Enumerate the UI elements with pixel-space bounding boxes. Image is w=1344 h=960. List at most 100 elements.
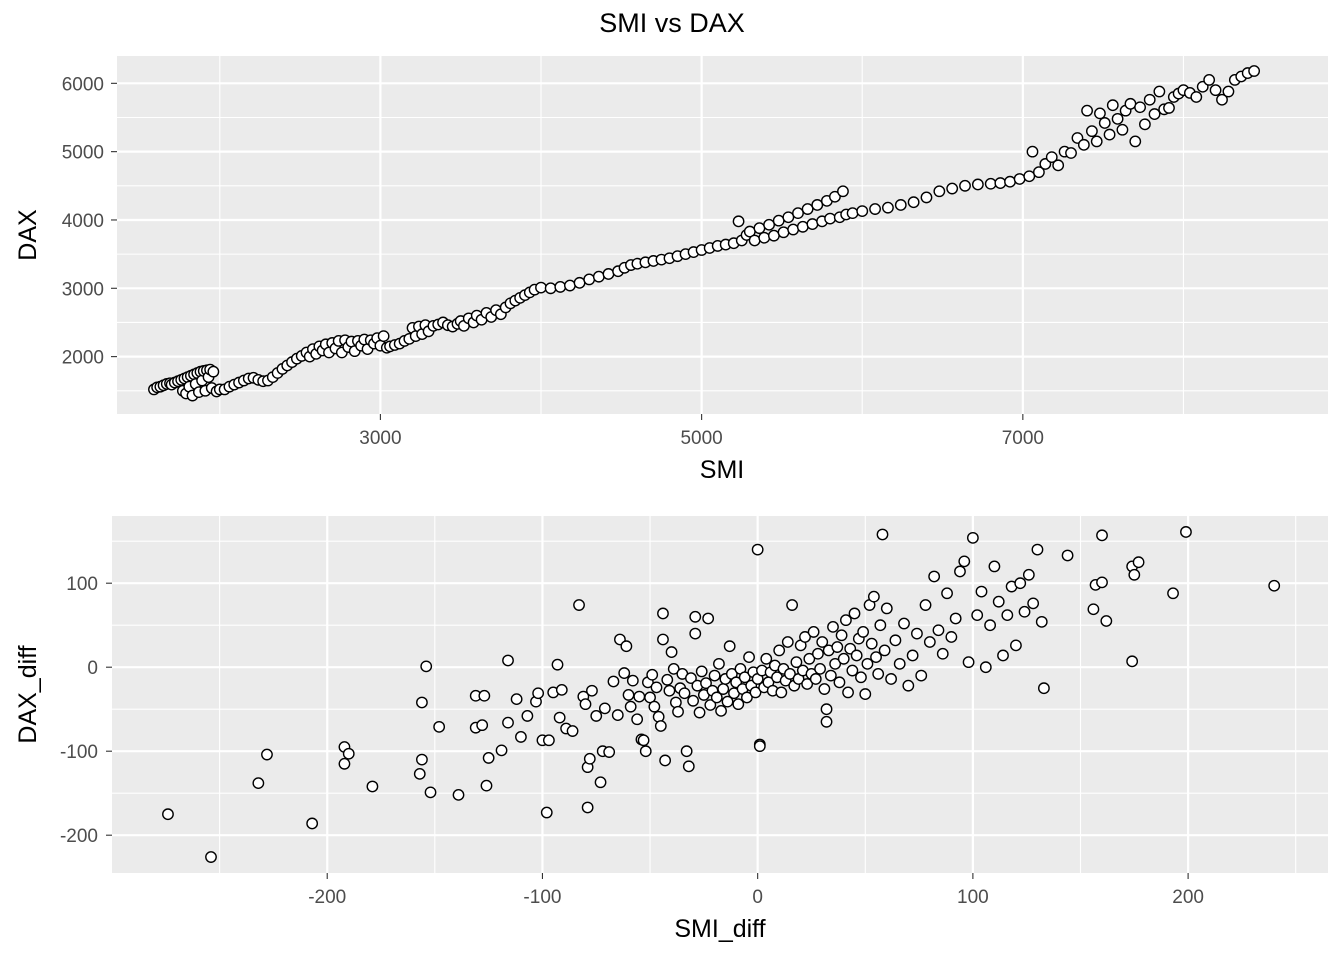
data-point (416, 696, 428, 709)
data-point (1033, 166, 1045, 179)
data-point (848, 607, 861, 620)
data-point (687, 694, 699, 707)
data-point (893, 657, 906, 670)
data-point (856, 205, 869, 217)
data-point (682, 760, 695, 773)
data-point (338, 757, 351, 770)
data-point (342, 747, 355, 760)
data-point (782, 211, 795, 224)
data-point (710, 691, 723, 704)
data-point (915, 669, 928, 682)
data-point (366, 780, 379, 793)
data-point (433, 720, 446, 733)
data-point (678, 687, 691, 700)
data-point (753, 222, 766, 235)
data-point (693, 706, 706, 719)
data-point (713, 657, 725, 670)
data-point (861, 657, 874, 670)
data-point (1004, 175, 1016, 188)
data-point (1103, 128, 1116, 141)
data-point (1132, 556, 1145, 569)
data-point (1018, 605, 1031, 618)
data-point (648, 700, 661, 713)
x-tick-label: 0 (752, 887, 763, 908)
data-point (554, 281, 567, 293)
data-point (564, 279, 576, 292)
data-point (544, 282, 557, 295)
data-point (480, 779, 493, 792)
data-point (695, 665, 708, 678)
data-point (667, 662, 680, 675)
data-point (424, 786, 437, 799)
data-point (476, 719, 489, 732)
data-point (555, 683, 568, 696)
data-point (753, 740, 766, 753)
data-point (1153, 85, 1166, 98)
data-point (646, 668, 659, 681)
data-point (566, 725, 579, 737)
data-point (1222, 85, 1235, 98)
x-tick-label: -100 (523, 887, 561, 908)
data-point (663, 684, 676, 697)
data-point (205, 851, 217, 863)
data-point (760, 652, 773, 665)
data-point (704, 699, 717, 711)
data-point (882, 201, 894, 214)
data-point (583, 752, 596, 765)
data-point (869, 203, 881, 215)
data-point (824, 669, 837, 682)
data-point (787, 223, 800, 236)
data-point (857, 626, 870, 638)
data-point (607, 675, 620, 688)
data-point (650, 681, 663, 694)
data-point (732, 215, 745, 228)
data-point (535, 281, 547, 294)
y-tick-label: -100 (60, 742, 98, 763)
data-point (979, 661, 992, 674)
data-point (772, 214, 785, 227)
data-point (495, 744, 508, 757)
data-point (932, 624, 945, 637)
y-tick-label: -200 (60, 826, 98, 847)
data-point (827, 620, 839, 633)
data-point (831, 641, 844, 653)
data-point (654, 720, 667, 732)
data-point (748, 234, 761, 247)
data-point (579, 698, 592, 711)
x-axis-title: SMI_diff (674, 915, 765, 943)
data-point (941, 587, 953, 600)
data-point (992, 595, 1005, 608)
data-point (807, 626, 820, 638)
data-point (689, 610, 702, 623)
data-point (542, 734, 555, 747)
data-point (829, 190, 841, 203)
y-tick-label: 100 (66, 574, 98, 595)
data-point (837, 652, 850, 665)
data-point (801, 203, 814, 215)
data-point (1031, 543, 1044, 556)
data-point (1061, 549, 1074, 562)
data-point (784, 668, 796, 680)
x-tick-label: 100 (957, 887, 989, 908)
data-point (876, 528, 889, 541)
data-point (1129, 135, 1142, 148)
data-point (790, 656, 803, 669)
data-point (911, 627, 923, 640)
data-point (306, 817, 319, 830)
data-point (482, 752, 495, 764)
data-point (1013, 173, 1026, 185)
data-point (1045, 151, 1058, 164)
data-point (870, 651, 882, 664)
data-point (889, 634, 902, 647)
data-point (842, 686, 854, 699)
data-point (611, 709, 624, 721)
data-point (1022, 568, 1035, 581)
data-point (946, 182, 959, 195)
data-point (1035, 615, 1048, 628)
data-point (594, 776, 607, 789)
data-point (510, 693, 523, 706)
data-point (954, 565, 966, 578)
data-point (717, 683, 730, 695)
data-point (796, 220, 809, 233)
data-point (971, 178, 984, 191)
